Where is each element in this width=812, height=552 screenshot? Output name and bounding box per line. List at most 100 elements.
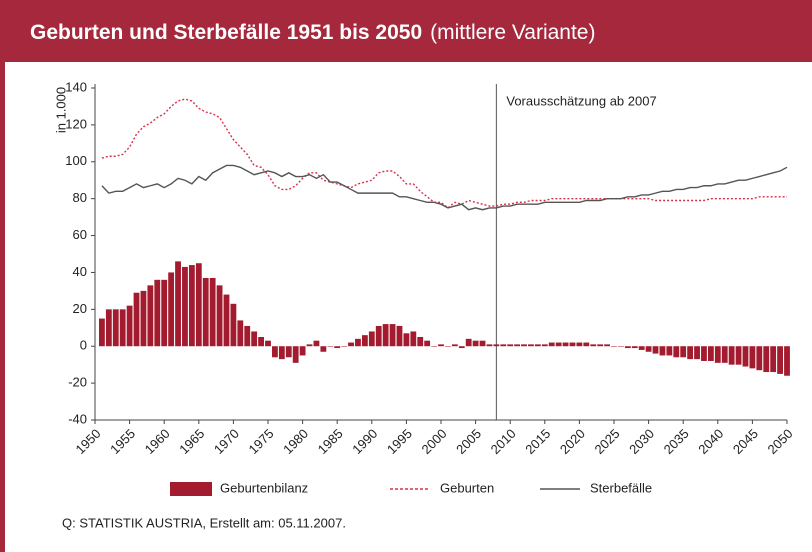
bar [597, 344, 604, 347]
bar [763, 346, 770, 373]
bar [680, 346, 687, 358]
bar [500, 344, 507, 347]
bar [784, 346, 790, 376]
bar [777, 346, 783, 374]
bar [645, 346, 652, 352]
bar [375, 325, 382, 347]
bar [355, 338, 361, 347]
x-tick-label: 1955 [107, 426, 138, 457]
bar [701, 346, 707, 361]
bar [306, 344, 313, 347]
x-tick-label: 1965 [176, 426, 207, 457]
x-tick-label: 2030 [626, 426, 657, 457]
y-tick-label: 60 [73, 227, 87, 242]
bar [119, 309, 126, 347]
bar [258, 337, 264, 347]
legend-label: Sterbefälle [590, 480, 652, 495]
bar [631, 346, 638, 349]
bar [278, 346, 285, 360]
bar [133, 292, 140, 347]
y-tick-label: 20 [73, 301, 87, 316]
bar [479, 340, 486, 347]
bar [534, 344, 541, 347]
bar [666, 346, 673, 356]
bar [202, 277, 209, 347]
bar [521, 344, 527, 347]
bar [652, 346, 659, 354]
x-tick-label: 2015 [522, 426, 553, 457]
bar [361, 335, 368, 347]
bar [486, 344, 493, 347]
bar [604, 344, 610, 347]
y-tick-label: 100 [65, 153, 87, 168]
x-tick-label: 1950 [72, 426, 103, 457]
header-bar [0, 0, 812, 62]
bar [514, 344, 521, 347]
x-tick-label: 1975 [245, 426, 276, 457]
y-tick-label: 120 [65, 116, 87, 131]
x-tick-label: 1960 [142, 426, 173, 457]
bar [472, 340, 479, 347]
legend-label: Geburten [440, 480, 494, 495]
bar [638, 346, 645, 350]
bar [548, 342, 555, 347]
left-border [0, 62, 5, 552]
bar [714, 346, 721, 363]
bar [493, 344, 500, 347]
x-tick-label: 2020 [557, 426, 588, 457]
bar [431, 346, 437, 347]
bar [285, 346, 292, 358]
bar [216, 285, 223, 347]
y-tick-label: 40 [73, 264, 87, 279]
x-tick-label: 2045 [730, 426, 761, 457]
bar [417, 337, 424, 347]
bar [562, 342, 569, 347]
bar [624, 346, 631, 349]
x-tick-label: 1970 [211, 426, 242, 457]
bar [313, 340, 320, 347]
bar [99, 318, 105, 347]
bar [105, 309, 112, 347]
bar [299, 346, 306, 356]
bar [334, 346, 341, 349]
x-tick-label: 2050 [764, 426, 795, 457]
bar [396, 325, 403, 347]
bar [424, 340, 431, 347]
x-tick-label: 1980 [280, 426, 311, 457]
x-tick-label: 2000 [418, 426, 449, 457]
bar [320, 346, 327, 352]
bar [230, 303, 237, 347]
bar [272, 346, 278, 358]
bar [244, 325, 251, 347]
bar [721, 346, 728, 363]
bar [756, 346, 763, 371]
bar [403, 333, 410, 347]
bar [673, 346, 680, 358]
bar [140, 290, 147, 347]
header-title: Geburten und Sterbefälle 1951 bis 2050 (m… [30, 21, 595, 44]
bar [251, 331, 258, 347]
y-tick-label: 80 [73, 190, 87, 205]
bar [292, 346, 299, 363]
bar [555, 342, 562, 347]
bar [576, 342, 583, 347]
bar [154, 279, 161, 347]
legend-label: Geburtenbilanz [220, 480, 308, 495]
bar [735, 346, 742, 365]
bar [147, 285, 154, 347]
bar [168, 272, 175, 347]
annotation: Vorausschätzung ab 2007 [506, 93, 656, 108]
bar [195, 263, 202, 347]
bar [445, 346, 451, 347]
subtitle: (mittlere Variante) [430, 21, 595, 44]
bar [528, 344, 534, 347]
bar [451, 344, 458, 347]
line [101, 164, 788, 211]
x-tick-label: 2035 [661, 426, 692, 457]
line [101, 98, 787, 209]
bar [569, 342, 576, 347]
bar [438, 344, 444, 347]
bar [590, 344, 597, 347]
